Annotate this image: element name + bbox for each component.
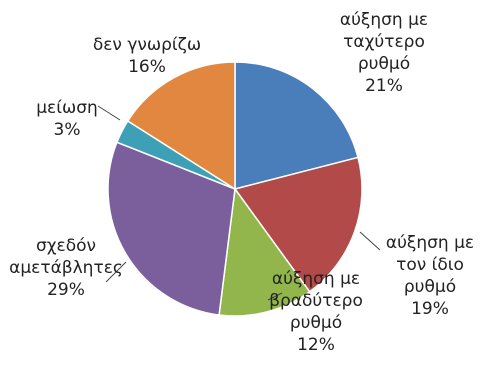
pie-slice-3 — [107, 141, 236, 316]
leader-line-2 — [267, 292, 283, 301]
slice-category-label-0: ταχύτερο — [343, 32, 425, 52]
slice-value-label-4: 3% — [54, 120, 81, 140]
pie-slice-1 — [233, 156, 363, 293]
slice-category-label-3: σχεδόν — [36, 236, 96, 256]
slice-category-label-2: βραδύτερο — [269, 291, 363, 311]
slice-value-label-5: 16% — [128, 57, 166, 77]
pie-slice-5 — [126, 61, 236, 191]
leader-line-4 — [97, 105, 121, 121]
slice-category-label-4: μείωση — [36, 98, 98, 118]
slice-category-label-0: αύξηση με — [340, 10, 428, 30]
pie-slices — [107, 61, 363, 317]
slice-value-label-0: 21% — [365, 76, 403, 96]
slice-category-label-1: τον ίδιο — [396, 255, 464, 275]
slice-value-label-3: 29% — [47, 280, 85, 300]
pie-slice-0 — [234, 61, 359, 190]
leader-lines — [97, 105, 381, 301]
slice-category-label-0: ρυθμό — [358, 54, 410, 74]
slice-category-label-1: ρυθμό — [404, 277, 456, 297]
slice-value-label-1: 19% — [411, 299, 449, 319]
slice-category-label-3: αμετάβλητες — [9, 258, 123, 278]
pie-slice-2 — [218, 187, 311, 317]
slice-category-label-2: αύξηση με — [272, 269, 360, 289]
slice-category-label-1: αύξηση με — [386, 233, 474, 253]
leader-line-1 — [359, 231, 381, 251]
slice-category-label-5: δεν γνωρίζω — [93, 35, 201, 55]
leader-line-3 — [105, 261, 127, 283]
slice-category-label-2: ρυθμό — [290, 313, 342, 333]
slice-value-label-2: 12% — [297, 335, 335, 355]
